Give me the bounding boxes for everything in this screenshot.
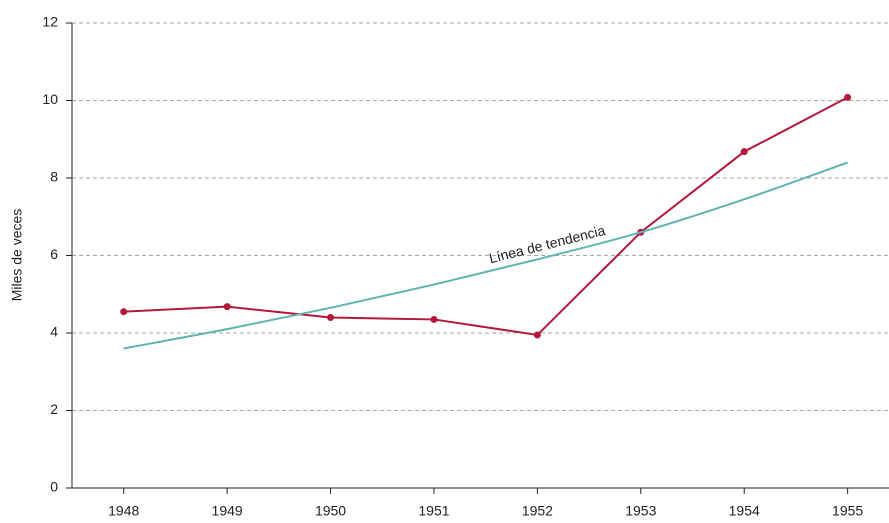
data-point: [533, 331, 541, 339]
data-point: [223, 303, 231, 311]
y-tick-label: 4: [50, 324, 58, 340]
data-point: [844, 93, 852, 101]
x-tick-label: 1949: [212, 503, 243, 519]
y-tick-label: 8: [50, 169, 58, 185]
data-point: [120, 308, 128, 316]
series-line: [123, 161, 848, 350]
y-tick-label: 10: [42, 91, 58, 107]
data-point: [740, 148, 748, 156]
x-tick-label: 1954: [729, 503, 760, 519]
y-tick-label: 0: [50, 479, 58, 495]
annotation: Línea de tendencia: [487, 222, 607, 266]
x-tick-label: 1948: [108, 503, 139, 519]
data-point: [430, 315, 438, 323]
x-tick-label: 1955: [832, 503, 863, 519]
x-tick-label: 1951: [418, 503, 449, 519]
y-axis-label: Miles de veces: [9, 209, 25, 302]
x-tick-label: 1953: [625, 503, 656, 519]
y-tick-label: 2: [50, 401, 58, 417]
x-tick-label: 1952: [522, 503, 553, 519]
data-point: [327, 314, 335, 321]
series-line: [123, 96, 849, 337]
x-tick-label: 1950: [315, 503, 346, 519]
y-tick-label: 12: [42, 14, 58, 30]
y-tick-label: 6: [50, 246, 58, 262]
